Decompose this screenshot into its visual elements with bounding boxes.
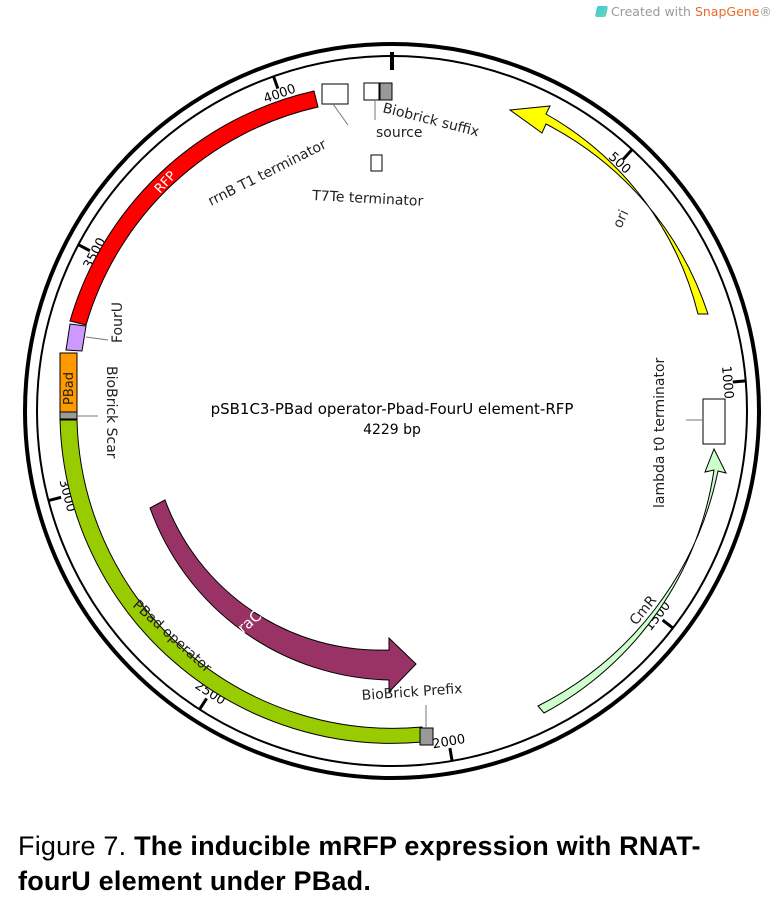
fouru-segment[interactable]	[65, 323, 87, 352]
tick-mark	[198, 697, 208, 711]
snapgene-watermark: Created with SnapGene®	[594, 4, 772, 19]
tick-label: 1000	[718, 365, 736, 399]
leader-lines	[77, 100, 703, 728]
tick-label: 2000	[431, 732, 466, 752]
tick-mark	[272, 75, 280, 90]
biobrick-suffix-marker[interactable]	[379, 82, 393, 101]
biobrick-prefix-marker[interactable]	[419, 727, 434, 746]
rrnb-t1-annotation: rrnB T1 terminator	[206, 137, 330, 210]
backbone-outer	[23, 42, 761, 780]
biobrick-scar-marker[interactable]	[59, 411, 78, 420]
rfp-segment[interactable]	[69, 90, 319, 326]
watermark-mark: ®	[759, 4, 772, 19]
biobrick-prefix-annotation: BioBrick Prefix	[361, 681, 463, 704]
tick-mark	[77, 243, 91, 253]
caption-prefix: Figure 7.	[18, 831, 135, 861]
ori-label: ori	[610, 207, 632, 230]
plasmid-size: 4229 bp	[363, 422, 421, 438]
cmr-arrow[interactable]	[537, 447, 727, 714]
watermark-prefix: Created with	[611, 4, 695, 19]
tick-mark	[661, 618, 674, 630]
watermark-brand: SnapGene	[694, 4, 760, 19]
ori-arrow[interactable]	[508, 105, 709, 315]
fouru-annotation: FourU	[110, 302, 126, 343]
pbad-label: PBad	[62, 372, 77, 405]
source-annotation: source	[376, 125, 423, 141]
lambda-t0-marker[interactable]	[702, 398, 726, 445]
tick-mark	[448, 747, 454, 762]
tick-mark	[622, 148, 634, 161]
figure-caption: Figure 7. The inducible mRFP expression …	[18, 829, 768, 899]
arac-arrow[interactable]	[149, 499, 417, 694]
t7te-marker[interactable]	[370, 154, 383, 172]
lambda-t0-annotation: lambda t0 terminator	[652, 357, 668, 508]
tick-mark	[732, 379, 746, 384]
plasmid-name: pSB1C3-PBad operator-Pbad-FourU element-…	[211, 400, 574, 418]
caption-title: The inducible mRFP expression with RNAT-…	[18, 831, 701, 896]
source-marker[interactable]	[363, 82, 380, 101]
rrnb-t1-leader	[332, 103, 349, 126]
rrnb-t1-marker[interactable]	[321, 83, 349, 105]
t7te-annotation: T7Te terminator	[311, 188, 424, 210]
tick-mark	[48, 495, 62, 503]
fouru-leader	[85, 336, 109, 341]
biobrick-scar-annotation: BioBrick Scar	[103, 366, 119, 459]
